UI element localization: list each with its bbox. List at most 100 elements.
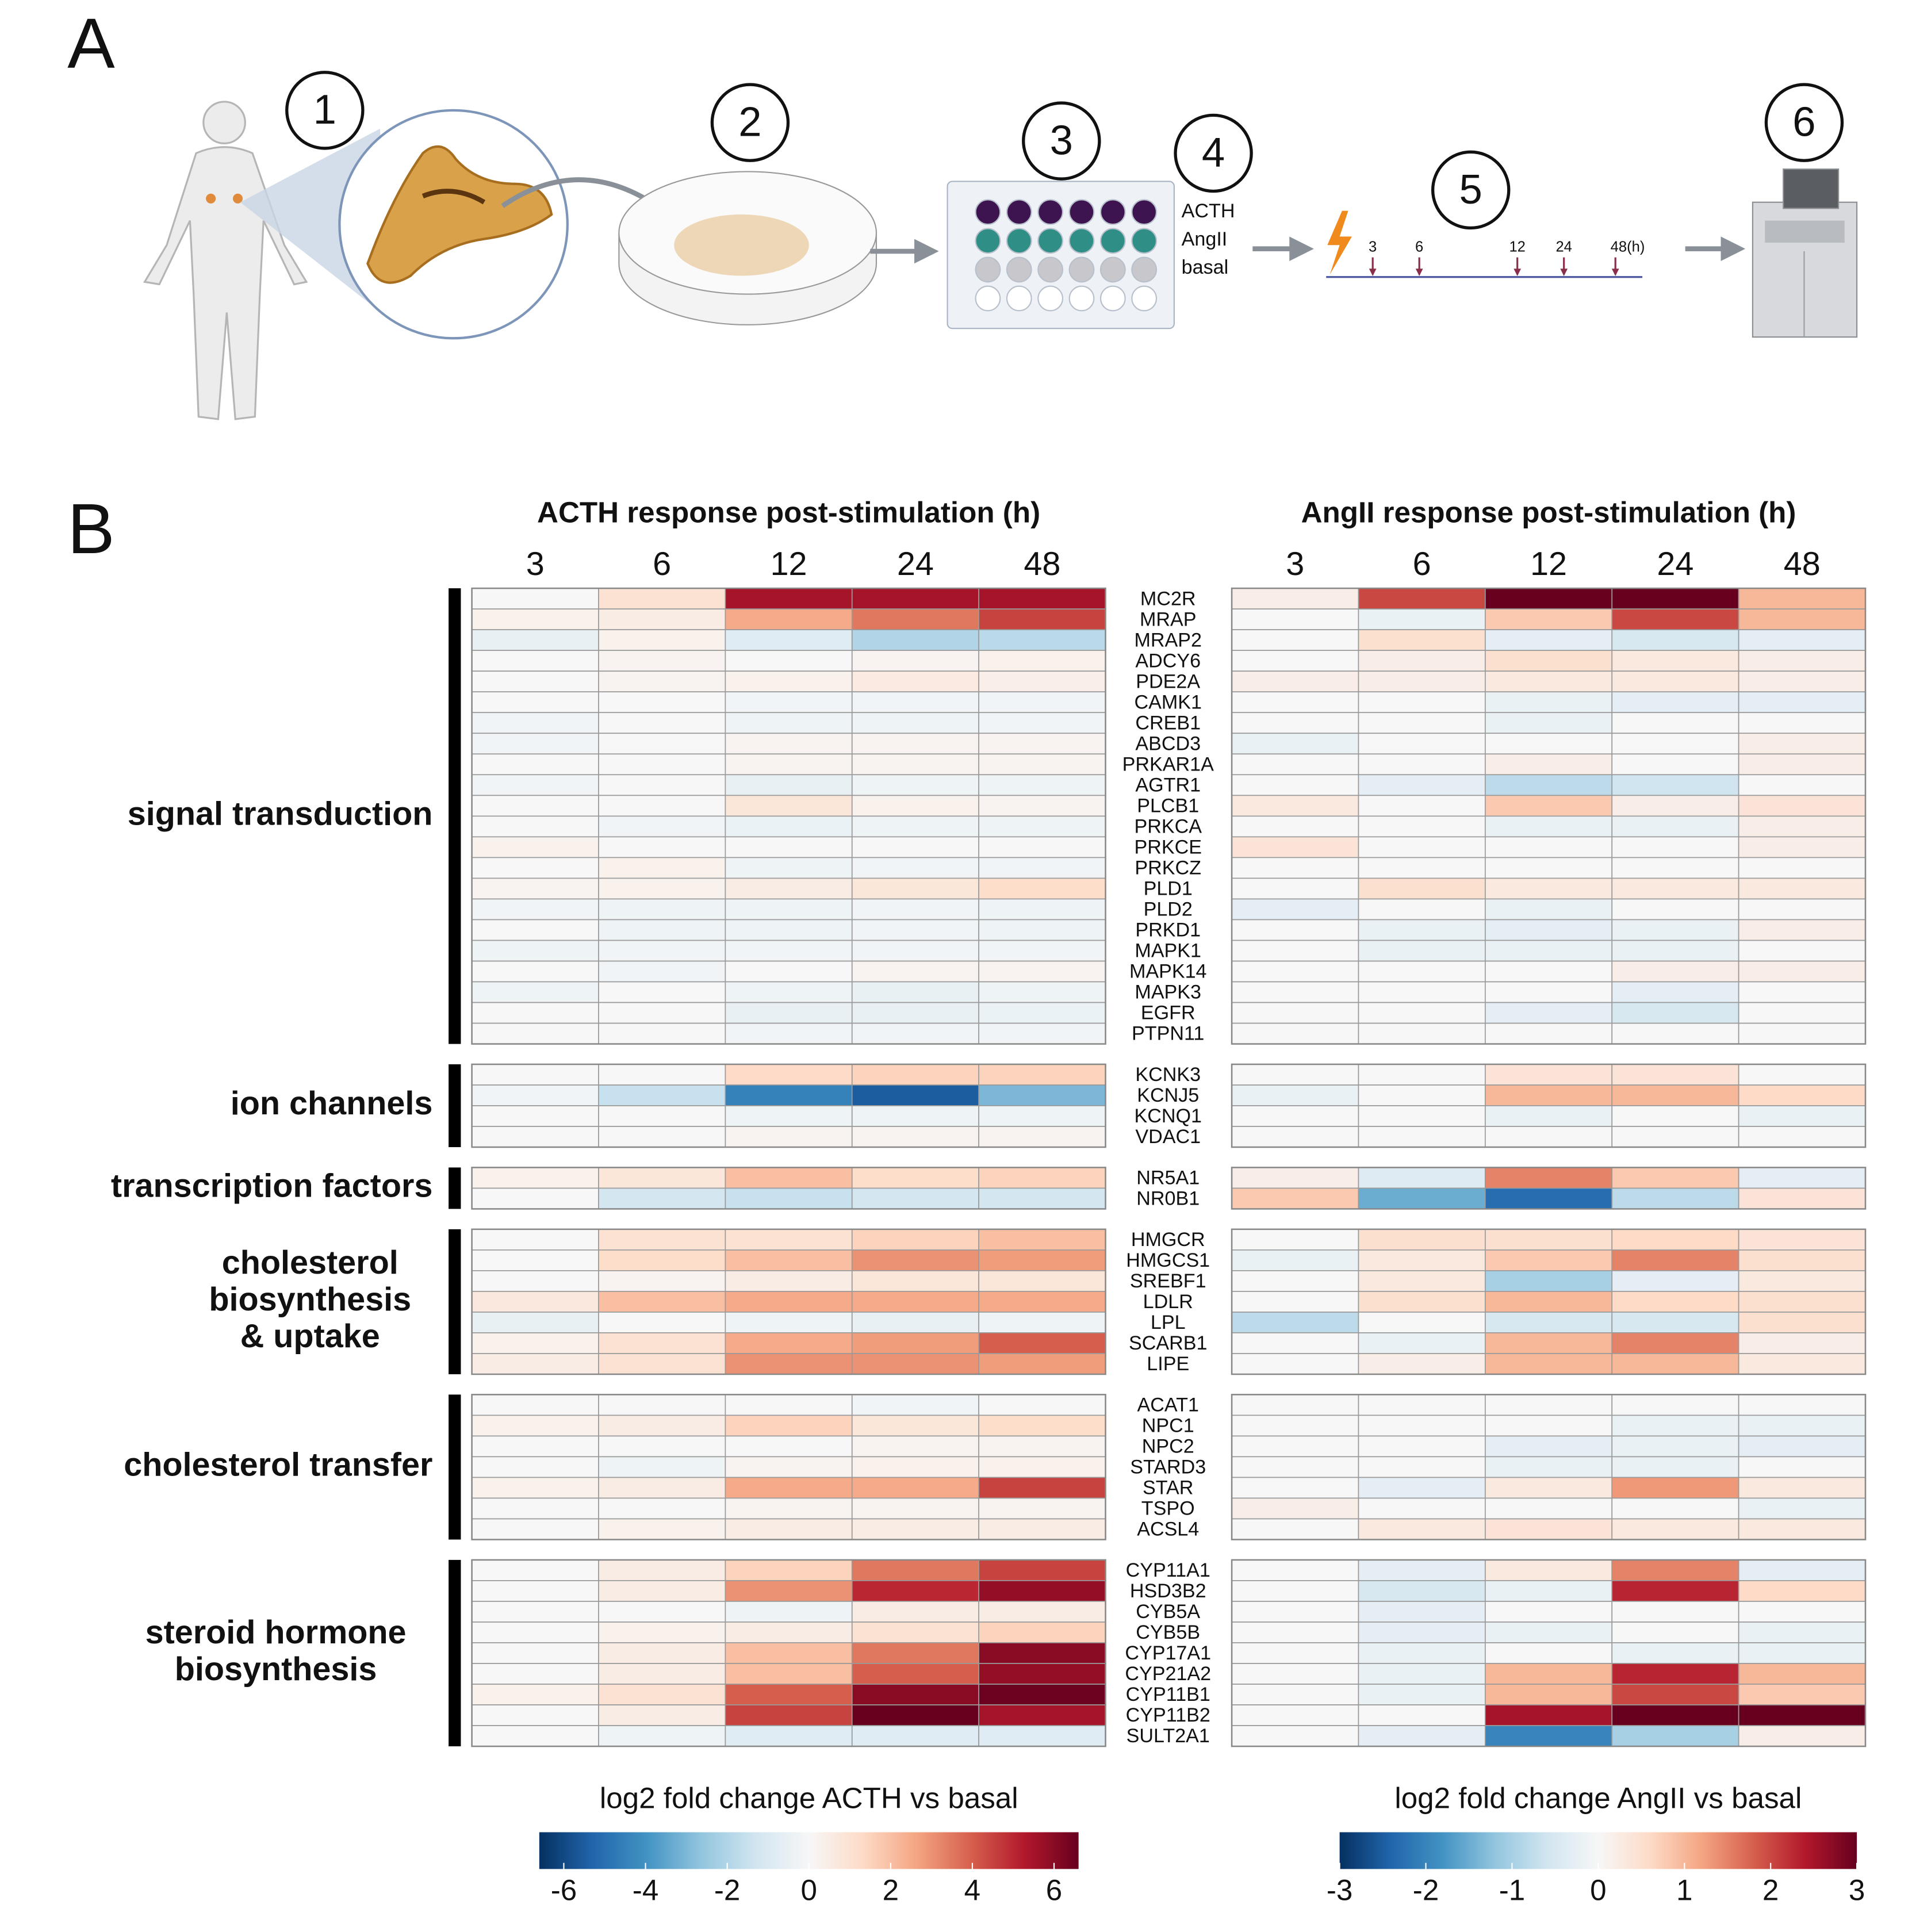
heatmap-cell — [598, 629, 726, 651]
heatmap-cell — [725, 1332, 853, 1354]
heatmap-cell — [1738, 795, 1866, 817]
heatmap-cell — [725, 1249, 853, 1271]
heatmap-cell — [1611, 629, 1739, 651]
heatmap-cell — [978, 608, 1106, 630]
gene-label: NPC1 — [1142, 1415, 1194, 1437]
well — [1068, 228, 1095, 254]
heatmap-cell — [1611, 1105, 1739, 1127]
step-circle — [1174, 113, 1253, 193]
heatmap-cell — [471, 588, 599, 610]
heatmap-cell — [1484, 588, 1613, 610]
heatmap-cell — [598, 1064, 726, 1086]
heatmap-cell — [1231, 1002, 1359, 1024]
heatmap-cell — [1611, 1414, 1739, 1437]
gene-label: TSPO — [1141, 1498, 1195, 1520]
heatmap-cell — [1358, 588, 1486, 610]
group-frame — [1231, 1167, 1867, 1210]
heatmap-cell — [471, 1642, 599, 1664]
heatmap-cell — [598, 1249, 726, 1271]
heatmap-cell — [471, 733, 599, 755]
heatmap-cell — [1484, 1002, 1613, 1024]
heatmap-cell — [1738, 940, 1866, 962]
heatmap-cell — [978, 1684, 1106, 1705]
heatmap-cell — [1231, 898, 1359, 921]
gene-label: PLCB1 — [1137, 795, 1199, 816]
gene-label: PRKCE — [1134, 837, 1201, 858]
heatmap-cell — [598, 1559, 726, 1581]
heatmap-cell — [725, 753, 853, 776]
heatmap-cell — [851, 1167, 979, 1189]
heatmap-cell — [1611, 1642, 1739, 1664]
heatmap-cell — [1231, 1684, 1359, 1705]
heatmap-cell — [1484, 1497, 1613, 1520]
heatmap-cell — [725, 1228, 853, 1251]
treatment-label: AngII — [1182, 228, 1228, 250]
heatmap-cell — [1231, 1126, 1359, 1148]
heatmap-cell — [1611, 877, 1739, 900]
heatmap-cell — [1738, 960, 1866, 983]
heatmap-cell — [1484, 1435, 1613, 1458]
gene-label: ADCY6 — [1135, 650, 1201, 672]
heatmap-cell — [978, 1064, 1106, 1086]
heatmap-cell — [978, 1601, 1106, 1623]
heatmap-cell — [598, 857, 726, 879]
chart-title: AngII response post-stimulation (h) — [1301, 496, 1796, 529]
heatmap-cell — [471, 1477, 599, 1499]
heatmap-cell — [471, 1167, 599, 1189]
heatmap-cell — [1484, 1105, 1613, 1127]
heatmap-cell — [1358, 650, 1486, 672]
heatmap-cell — [1484, 1725, 1613, 1747]
heatmap-cell — [978, 1621, 1106, 1643]
heatmap-cell — [598, 1353, 726, 1375]
heatmap-cell — [1231, 1187, 1359, 1210]
heatmap-cell — [1738, 1559, 1866, 1581]
heatmap-cell — [1358, 1684, 1486, 1705]
heatmap-cell — [1484, 1394, 1613, 1416]
heatmap-cell — [851, 960, 979, 983]
heatmap-cell — [851, 1022, 979, 1045]
step-number: 4 — [1202, 129, 1225, 176]
x-tick-label: 6 — [653, 546, 671, 582]
heatmap-cell — [1231, 960, 1359, 983]
heatmap-cell — [1611, 670, 1739, 693]
colorbar-label: log2 fold change ACTH vs basal — [600, 1782, 1018, 1815]
heatmap-cell — [978, 733, 1106, 755]
heatmap-cell — [1231, 1477, 1359, 1499]
heatmap-cell — [1231, 1621, 1359, 1643]
heatmap-cell — [471, 1002, 599, 1024]
heatmap-cell — [1738, 1497, 1866, 1520]
heatmap-cell — [851, 650, 979, 672]
heatmap-cell — [1484, 877, 1613, 900]
heatmap-cell — [1611, 1167, 1739, 1189]
heatmap-cell — [725, 629, 853, 651]
heatmap-cell — [598, 588, 726, 610]
heatmap-cell — [1611, 691, 1739, 714]
heatmap-cell — [1231, 1518, 1359, 1540]
heatmap-cell — [1484, 1312, 1613, 1333]
heatmap-cell — [978, 1559, 1106, 1581]
heatmap-cell — [1231, 815, 1359, 838]
heatmap-cell — [851, 1414, 979, 1437]
heatmap-cell — [851, 1126, 979, 1148]
heatmap-cell — [471, 919, 599, 941]
gene-label: ACSL4 — [1137, 1519, 1199, 1540]
heatmap-cell — [1611, 1684, 1739, 1705]
heatmap-cell — [851, 1002, 979, 1024]
panel-label: B — [67, 489, 114, 569]
heatmap-cell — [1358, 1064, 1486, 1086]
group-bar — [449, 1167, 461, 1209]
heatmap-cell — [1358, 753, 1486, 776]
heatmap-cell — [725, 1353, 853, 1375]
gene-label: SREBF1 — [1130, 1270, 1206, 1292]
step-number: 1 — [313, 86, 336, 133]
heatmap-cell — [978, 836, 1106, 858]
heatmap-cell — [1358, 1126, 1486, 1148]
heatmap-cell — [1484, 1353, 1613, 1375]
heatmap-cell — [1611, 650, 1739, 672]
heatmap-cell — [725, 1187, 853, 1210]
well — [1037, 285, 1063, 312]
heatmap-cell — [978, 1663, 1106, 1685]
heatmap-cell — [1738, 1353, 1866, 1375]
group-label: biosynthesis — [175, 1651, 377, 1688]
heatmap-cell — [1358, 1002, 1486, 1024]
